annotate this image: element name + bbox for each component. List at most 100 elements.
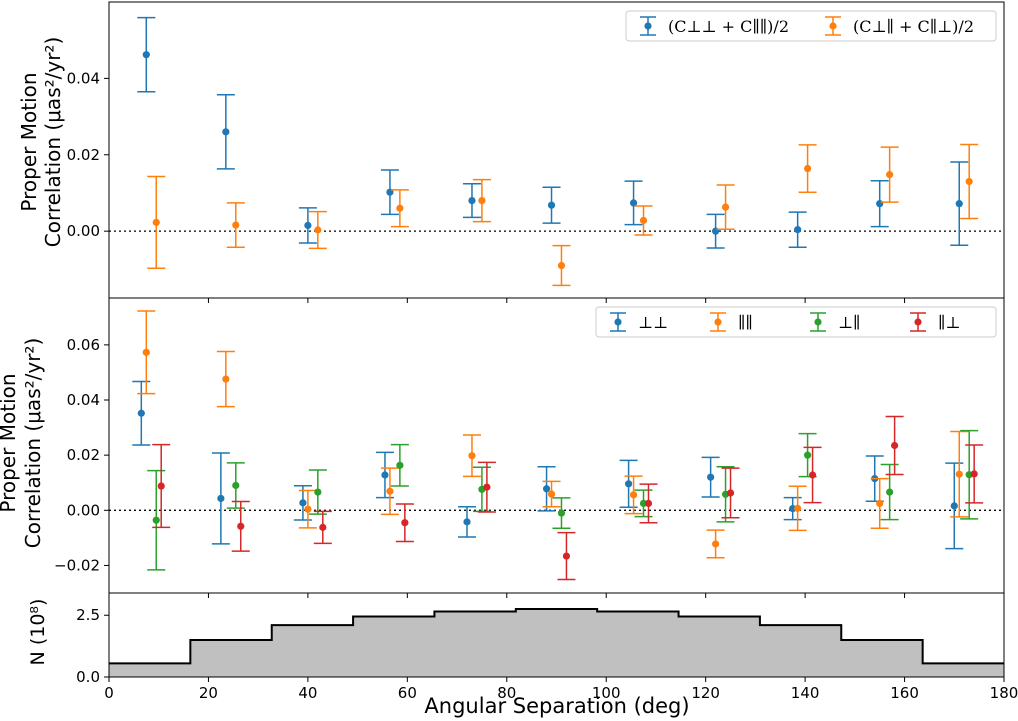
middle-ylabel-line2: Correlation (μas²/yr²) — [21, 338, 45, 548]
data-point-errorbar — [634, 205, 653, 236]
data-point — [803, 164, 812, 173]
data-point — [629, 491, 638, 499]
data-point-errorbar — [552, 244, 571, 287]
data-point — [644, 499, 653, 507]
data-point — [152, 218, 160, 226]
top-ylabel-line2: Correlation (μas²/yr²) — [41, 37, 65, 247]
legend-marker-dot — [914, 318, 922, 326]
data-point — [808, 471, 817, 479]
x-tick-label: 120 — [691, 684, 720, 702]
data-point-errorbar — [226, 462, 245, 509]
data-point-errorbar — [803, 446, 822, 504]
data-point-errorbar — [542, 480, 561, 508]
legend: ⊥⊥ ∥∥ ⊥∥ ∥⊥ — [595, 306, 997, 338]
legend-marker-dot — [614, 318, 622, 326]
data-point-errorbar — [216, 350, 235, 408]
legend-entry: ∥∥ — [710, 312, 753, 332]
data-point — [794, 504, 802, 512]
data-point-errorbar — [380, 467, 399, 516]
legend-entry: (C⊥∥ + C∥⊥)/2 — [825, 16, 974, 36]
data-point — [639, 216, 648, 225]
data-point-errorbar — [298, 207, 317, 244]
data-point — [876, 499, 884, 507]
legend-label: ⊥∥ — [838, 313, 860, 332]
data-point — [157, 482, 165, 490]
data-point — [304, 505, 312, 513]
data-point-errorbar — [137, 310, 156, 395]
x-tick-label: 100 — [592, 684, 621, 702]
y-tick-label: 2.5 — [76, 606, 100, 624]
data-point-errorbar — [231, 500, 250, 552]
data-point-errorbar — [542, 186, 561, 224]
data-point-errorbar — [152, 443, 171, 529]
data-point — [639, 499, 648, 507]
data-point-errorbar — [132, 380, 151, 446]
data-point — [232, 221, 240, 229]
top-ylabel-line1: Proper Motion — [17, 72, 41, 211]
data-point — [217, 494, 225, 503]
data-point-errorbar — [147, 175, 166, 269]
data-point — [386, 487, 394, 495]
data-point — [876, 200, 884, 208]
data-point-errorbar — [298, 489, 317, 529]
data-point — [891, 441, 899, 450]
legend-frame — [595, 306, 997, 338]
data-point — [629, 199, 638, 207]
data-point — [222, 375, 230, 383]
data-point-errorbar — [634, 489, 653, 518]
data-point — [707, 473, 715, 481]
legend-label: (C⊥∥ + C∥⊥)/2 — [853, 17, 974, 36]
data-point-errorbar — [537, 465, 556, 512]
data-point — [542, 485, 551, 493]
data-point-errorbar — [552, 497, 571, 529]
data-point-errorbar — [960, 143, 979, 220]
data-point-errorbar — [308, 210, 327, 250]
y-tick-label: 0.04 — [67, 69, 100, 87]
data-series — [147, 429, 979, 571]
data-point — [547, 201, 556, 209]
data-point — [152, 516, 160, 524]
data-point-errorbar — [783, 496, 802, 521]
legend-marker-dot — [714, 318, 722, 326]
x-tick-label: 20 — [199, 684, 218, 702]
data-point-errorbar — [716, 184, 735, 231]
data-point-errorbar — [390, 189, 409, 228]
data-point-errorbar — [216, 94, 235, 170]
legend-label: ∥⊥ — [938, 313, 960, 332]
y-tick-label: 0.00 — [67, 501, 100, 519]
data-series — [137, 310, 969, 559]
data-point — [803, 451, 812, 459]
y-tick-label: 0.06 — [67, 336, 100, 354]
data-point-errorbar — [950, 161, 969, 247]
y-tick-label: 0.02 — [67, 146, 100, 164]
data-point — [468, 197, 476, 205]
data-point — [721, 203, 730, 211]
data-point — [562, 552, 571, 560]
data-point-errorbar — [870, 477, 889, 529]
data-point — [142, 348, 150, 356]
data-point-errorbar — [639, 483, 658, 524]
data-point — [237, 522, 245, 530]
data-point — [299, 499, 307, 507]
data-point — [483, 483, 491, 491]
data-point-errorbar — [390, 443, 409, 487]
data-point — [726, 489, 735, 497]
data-point-errorbar — [226, 202, 245, 248]
data-series — [147, 143, 979, 287]
data-point — [381, 471, 389, 479]
data-point-errorbar — [619, 459, 638, 509]
data-point — [794, 226, 802, 234]
data-point — [950, 502, 958, 510]
data-point-errorbar — [885, 415, 904, 476]
data-point-errorbar — [950, 430, 969, 518]
x-tick-label: 180 — [990, 684, 1018, 702]
data-point — [886, 488, 894, 496]
y-tick-label: 0.00 — [67, 222, 100, 240]
legend-frame — [625, 10, 997, 42]
plot-frame — [108, 592, 1005, 678]
data-point — [222, 128, 230, 136]
data-point — [955, 470, 963, 478]
bottom-panel: 0.0 2.5 0 20 40 60 80 100 120 140 160 180 — [76, 592, 1018, 702]
legend-label: ⊥⊥ — [638, 313, 668, 332]
